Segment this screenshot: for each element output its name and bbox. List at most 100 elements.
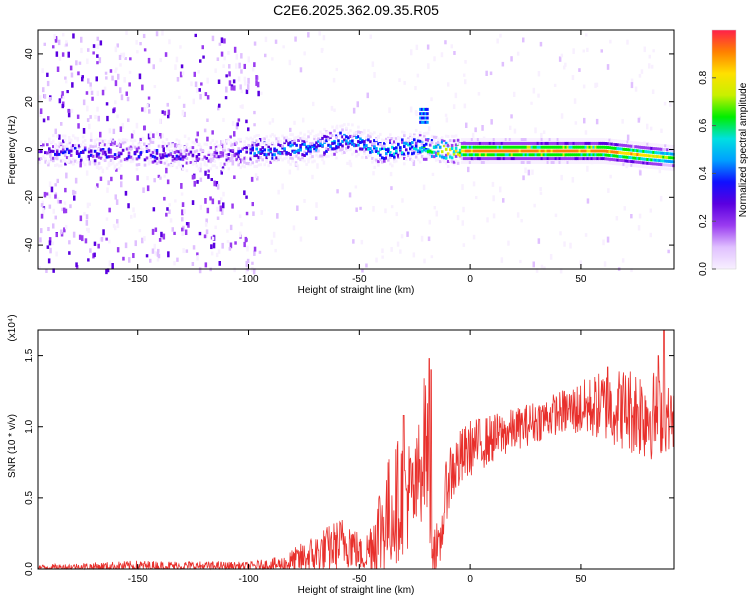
spectrogram-signal-cell — [48, 147, 51, 151]
spectrogram-noise-cell — [143, 236, 146, 242]
spectrogram-signal-cell — [281, 144, 284, 148]
spectrogram-noise-cell — [229, 224, 233, 231]
spectrogram-signal-cell — [67, 136, 71, 139]
spectrogram-signal-cell — [279, 144, 282, 148]
spectrogram-noise-cell — [481, 125, 484, 131]
spectrogram-signal-cell — [640, 161, 643, 165]
spectrogram-noise-cell — [650, 64, 654, 69]
spectrogram-signal-cell — [211, 153, 215, 157]
spectrogram-noise-cell — [399, 249, 402, 254]
spectrogram-signal-cell — [89, 149, 93, 153]
spectrogram-signal-cell — [456, 138, 460, 142]
spectrogram-signal-cell — [46, 143, 49, 147]
spectrogram-signal-cell — [448, 148, 452, 152]
spectrogram-signal-cell — [662, 159, 665, 163]
spectrogram-signal-cell — [119, 159, 123, 163]
spectrogram-signal-cell — [426, 150, 430, 154]
spectrogram-signal-cell — [399, 154, 402, 158]
spectrogram-noise-cell — [106, 115, 109, 122]
spectrogram-noise-cell — [271, 118, 275, 123]
spectrogram-signal-cell — [582, 141, 586, 145]
spectrogram-signal-cell — [494, 157, 498, 161]
spectrogram-signal-cell — [494, 145, 498, 149]
spectrogram-signal-cell — [506, 161, 510, 164]
spectrogram-signal-cell — [598, 153, 601, 157]
spectrogram-signal-cell — [54, 156, 57, 160]
spectrogram-noise-cell — [181, 71, 185, 76]
spectrogram-signal-cell — [662, 151, 665, 155]
spectrogram-signal-cell — [151, 154, 155, 158]
spectrogram-signal-cell — [550, 138, 554, 141]
spectrogram-signal-cell — [624, 140, 627, 144]
spectrogram-signal-cell — [416, 136, 420, 140]
spectrogram-signal-cell — [109, 143, 113, 146]
spectrogram-signal-cell — [151, 150, 155, 154]
spectrogram-noise-cell — [85, 155, 88, 160]
spectrogram-signal-cell — [494, 141, 498, 145]
spectrogram-signal-cell — [347, 131, 350, 135]
spectrogram-noise-cell — [218, 261, 221, 266]
spectrogram-noise-cell — [243, 63, 246, 69]
spectrogram-signal-cell — [411, 158, 414, 162]
spectrogram-noise-cell — [87, 227, 90, 234]
spectrogram-signal-cell — [666, 148, 669, 152]
spectrogram-signal-cell — [301, 158, 304, 162]
spectrogram-signal-cell — [670, 156, 673, 160]
spectrogram-signal-cell — [480, 149, 484, 153]
spectrogram-noise-cell — [80, 36, 83, 43]
spectrogram-noise-cell — [111, 263, 114, 269]
spectrogram-signal-cell — [554, 153, 558, 157]
spectrogram-signal-cell — [347, 136, 350, 140]
spectrogram-signal-cell — [636, 156, 639, 160]
spectrogram-signal-cell — [129, 158, 133, 162]
spectrogram-signal-cell — [452, 139, 456, 143]
spectrogram-noise-cell — [85, 219, 89, 226]
spectrogram-noise-cell — [229, 135, 232, 139]
spectrogram-noise-cell — [373, 72, 376, 78]
spectrogram-noise-cell — [53, 34, 56, 39]
spectrogram-signal-cell — [612, 146, 615, 150]
spectrogram-signal-cell — [630, 144, 633, 148]
spectrogram-signal-cell — [299, 158, 302, 162]
spectrogram-noise-cell — [196, 255, 199, 261]
spectrogram-signal-cell — [460, 157, 464, 161]
spectrogram-signal-cell — [159, 160, 163, 164]
spectrogram-signal-cell — [568, 161, 572, 164]
spectrogram-noise-cell — [389, 171, 393, 177]
spectrogram-signal-cell — [418, 146, 422, 150]
spectrogram-signal-cell — [231, 148, 235, 152]
spectrogram-signal-cell — [73, 146, 77, 150]
spectrogram-signal-cell — [670, 164, 673, 167]
spectrogram-noise-cell — [40, 203, 44, 207]
y-tick-label: 0.5 — [24, 490, 35, 504]
spectrogram-noise-cell — [594, 82, 597, 89]
spectrogram-signal-cell — [522, 141, 526, 145]
spectrogram-noise-cell — [519, 259, 522, 264]
spectrogram-noise-cell — [86, 227, 89, 232]
spectrogram-noise-cell — [89, 82, 92, 87]
spectrogram-signal-cell — [474, 141, 478, 145]
spectrogram-noise-cell — [638, 213, 642, 219]
x-tick-label: -100 — [239, 274, 259, 285]
spectrogram-signal-cell — [414, 128, 418, 132]
spectrogram-signal-cell — [409, 132, 412, 136]
spectrogram-signal-cell — [411, 141, 414, 145]
spectrogram-signal-cell — [393, 140, 396, 144]
spectrogram-signal-cell — [345, 126, 348, 130]
spectrogram-noise-cell — [112, 108, 115, 114]
spectrogram-signal-cell — [616, 162, 619, 166]
spectrogram-signal-cell — [369, 135, 372, 139]
spectrogram-signal-cell — [377, 163, 380, 167]
spectrogram-signal-cell — [566, 157, 570, 161]
spectrogram-signal-cell — [411, 136, 414, 140]
spectrogram-signal-cell — [658, 147, 661, 151]
spectrogram-signal-cell — [339, 142, 342, 146]
spectrogram-noise-cell — [227, 51, 230, 55]
spectrogram-noise-cell — [86, 118, 90, 122]
spectrogram-signal-cell — [209, 167, 213, 171]
spectrogram-signal-cell — [630, 163, 633, 167]
spectrogram-noise-cell — [294, 36, 297, 42]
spectrogram-signal-cell — [418, 139, 422, 143]
spectrogram-noise-cell — [64, 162, 67, 166]
spectrogram-signal-cell — [540, 149, 544, 153]
